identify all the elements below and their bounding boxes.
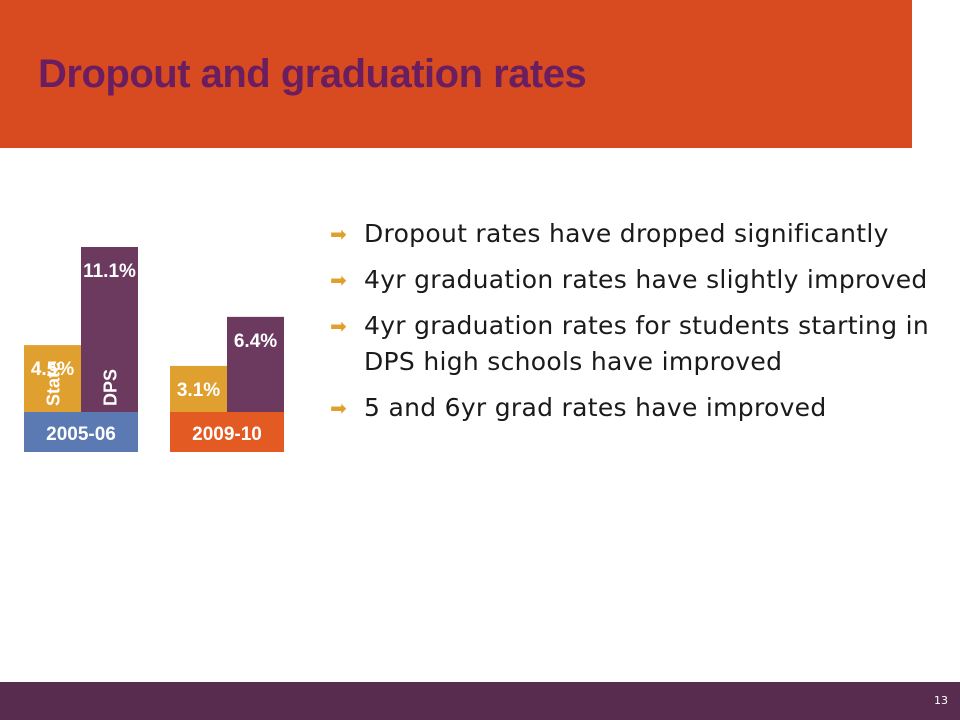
title-banner: Dropout and graduation rates: [0, 0, 912, 148]
category-label-2005-06: 2005-06: [46, 424, 116, 445]
data-label-state-2009-10: 3.1%: [177, 380, 220, 401]
series-label-dps: DPS: [101, 369, 121, 406]
data-label-dps-2009-10: 6.4%: [234, 331, 277, 352]
bullet-item-4yr-grad: ➡ 4yr graduation rates have slightly imp…: [330, 262, 940, 298]
right-arrow-icon: ➡: [330, 222, 348, 246]
bullet-text: 4yr graduation rates have slightly impro…: [364, 265, 928, 294]
page-number: 13: [934, 694, 948, 707]
bullet-text: 5 and 6yr grad rates have improved: [364, 393, 827, 422]
bullet-item-5-6yr: ➡ 5 and 6yr grad rates have improved: [330, 390, 940, 426]
right-arrow-icon: ➡: [330, 396, 348, 420]
bar-state-2005-06: [24, 345, 81, 412]
footer-bar: 13: [0, 682, 960, 720]
data-label-state-2005-06: 4.5%: [31, 359, 74, 380]
page-title: Dropout and graduation rates: [38, 52, 587, 96]
bar-state-2009-10: [170, 365, 227, 412]
bar-dps-2009-10: [227, 316, 284, 412]
bullet-item-4yr-dps: ➡ 4yr graduation rates for students star…: [330, 308, 940, 380]
series-label-state: State: [44, 362, 64, 406]
data-label-dps-2005-06: 11.1%: [83, 261, 136, 282]
bullet-text: 4yr graduation rates for students starti…: [364, 311, 930, 376]
bullet-text: Dropout rates have dropped significantly: [364, 219, 889, 248]
bar-dps-2005-06: [81, 247, 138, 412]
right-arrow-icon: ➡: [330, 314, 348, 338]
right-arrow-icon: ➡: [330, 268, 348, 292]
bullet-list: ➡ Dropout rates have dropped significant…: [330, 216, 940, 436]
category-label-2009-10: 2009-10: [192, 424, 262, 445]
dropout-rate-chart: 4.5%State 11.1% DPS 2005-06 3.1% 6.4% 2009-10: [24, 247, 284, 452]
category-band-2005-06: [24, 412, 138, 452]
category-band-2009-10: [170, 412, 284, 452]
bullet-item-dropout: ➡ Dropout rates have dropped significant…: [330, 216, 940, 252]
